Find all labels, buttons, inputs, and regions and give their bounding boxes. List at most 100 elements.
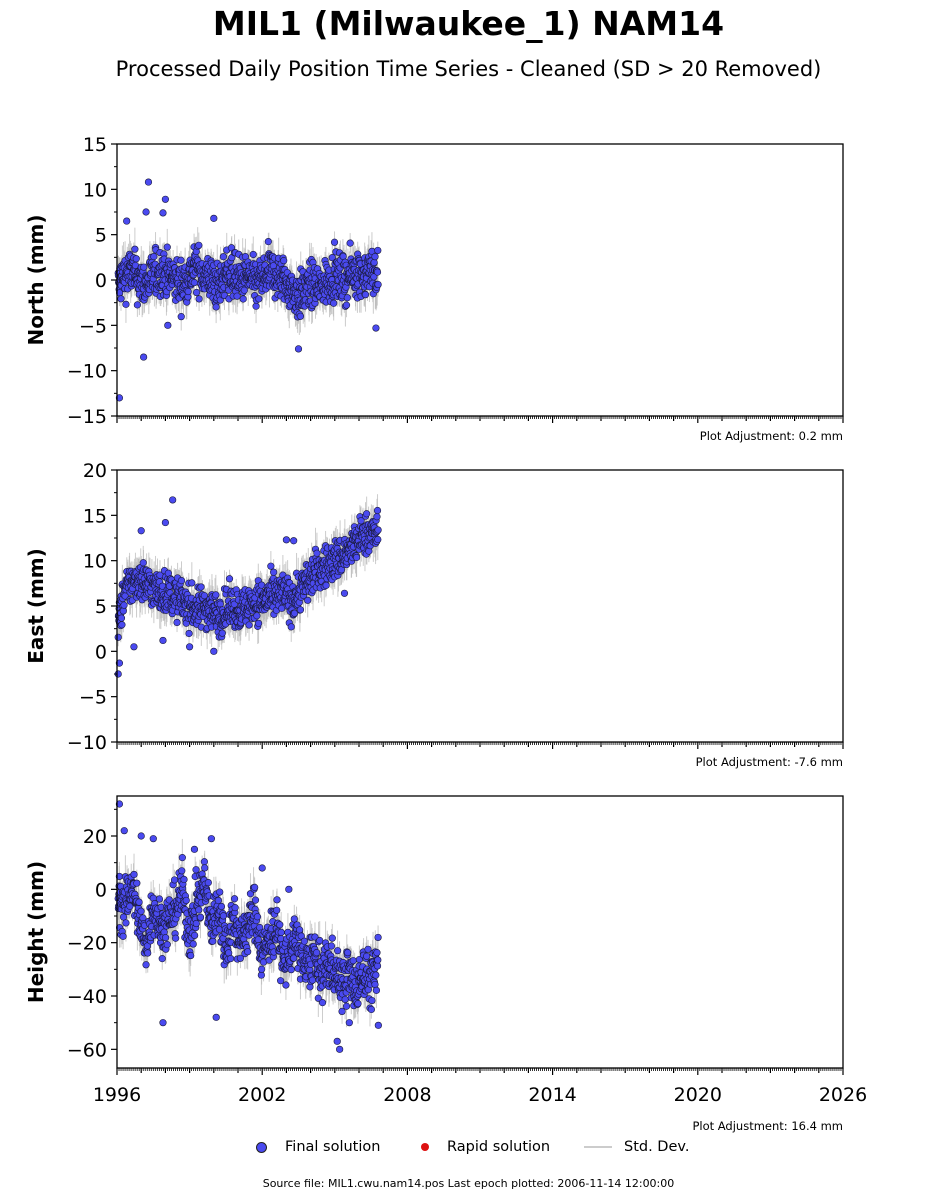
final-solution-point xyxy=(296,312,305,320)
final-solution-point xyxy=(253,612,261,620)
y-tick-label: 10 xyxy=(83,551,107,573)
final-solution-point xyxy=(233,292,241,300)
final-solution-point xyxy=(267,562,275,570)
outlier-point xyxy=(142,208,150,216)
final-solution-point xyxy=(239,295,247,303)
final-solution-point xyxy=(240,286,248,294)
final-solution-point xyxy=(371,253,379,261)
final-solution-point xyxy=(197,583,205,591)
y-tick-label: 0 xyxy=(95,270,107,292)
outlier-point xyxy=(137,527,145,535)
y-tick-label: −5 xyxy=(79,315,107,337)
final-solution-point xyxy=(374,280,382,289)
final-solution-point xyxy=(225,575,234,583)
outlier-point xyxy=(130,643,138,651)
final-solution-point xyxy=(304,596,312,604)
final-solution-point xyxy=(219,253,227,261)
y-tick-label: 5 xyxy=(95,596,107,618)
final-solution-point xyxy=(185,629,193,638)
outlier-point xyxy=(159,636,167,645)
final-solution-point xyxy=(192,288,201,297)
plot-adjustment-label: Plot Adjustment: -7.6 mm xyxy=(696,755,843,769)
final-solution-point xyxy=(177,313,185,321)
final-solution-point xyxy=(118,621,126,629)
outlier-point xyxy=(186,643,194,651)
final-solution-point xyxy=(139,559,147,567)
outlier-point xyxy=(161,518,169,527)
outlier-point xyxy=(164,321,172,329)
y-tick-label: −10 xyxy=(67,361,107,383)
final-solution-point xyxy=(120,601,128,609)
panel-0: −15 −10 −5 0 5 10 15 North (mm) Plot Adjustment:… xyxy=(24,134,844,443)
final-solution-point xyxy=(245,621,253,629)
final-solution-point xyxy=(212,591,220,599)
final-solution-point xyxy=(270,568,278,576)
final-solution-point xyxy=(296,606,305,614)
outlier-point xyxy=(210,647,218,655)
final-solution-point xyxy=(264,237,272,246)
final-solution-point xyxy=(195,241,203,249)
final-solution-point xyxy=(287,623,295,631)
outlier-point xyxy=(294,345,303,353)
y-tick-label: −15 xyxy=(67,406,107,428)
final-solution-point xyxy=(163,243,171,251)
final-solution-point xyxy=(313,549,321,557)
y-tick-label: −10 xyxy=(67,732,107,754)
outlier-point xyxy=(161,195,169,203)
y-axis-label: East (mm) xyxy=(24,548,48,664)
final-solution-point xyxy=(255,295,263,303)
final-solution-point xyxy=(173,618,181,627)
final-solution-point xyxy=(322,581,330,589)
y-tick-label: 10 xyxy=(83,179,107,201)
final-solution-point xyxy=(342,301,351,309)
final-solution-point xyxy=(328,254,336,262)
final-solution-point xyxy=(195,295,203,303)
final-solution-point xyxy=(373,513,381,521)
outlier-point xyxy=(282,536,291,544)
outlier-point xyxy=(340,589,349,597)
final-solution-point xyxy=(177,576,186,585)
outlier-point xyxy=(144,178,153,186)
final-solution-point xyxy=(363,510,371,518)
y-tick-label: 0 xyxy=(95,641,107,663)
final-solution-point xyxy=(140,263,148,271)
y-tick-label: 5 xyxy=(95,225,107,247)
outlier-point xyxy=(210,214,218,222)
final-solution-point xyxy=(280,257,288,265)
final-solution-point xyxy=(218,629,226,637)
chart-subtitle: Processed Daily Position Time Series - C… xyxy=(115,57,822,81)
outlier-point xyxy=(159,209,167,217)
final-solution-point xyxy=(132,255,140,263)
final-solution-point xyxy=(184,287,192,296)
y-tick-label: 15 xyxy=(83,134,107,156)
panel-1: −10 −5 0 5 10 15 20 East (mm) Plot Adjustment: -… xyxy=(24,460,844,769)
final-solution-point xyxy=(330,299,338,307)
final-solution-point xyxy=(212,303,220,311)
final-solution-point xyxy=(190,278,198,287)
final-solution-point xyxy=(122,300,130,308)
final-solution-point xyxy=(114,633,122,641)
final-solution-point xyxy=(188,579,196,587)
final-solution-point xyxy=(249,250,257,259)
final-solution-point xyxy=(374,246,382,255)
final-solution-point xyxy=(373,268,382,276)
final-solution-point xyxy=(352,553,361,562)
final-solution-point xyxy=(150,253,158,261)
final-solution-point xyxy=(177,256,185,264)
final-solution-point xyxy=(346,239,354,247)
chart-title: MIL1 (Milwaukee_1) NAM14 xyxy=(212,4,725,43)
final-solution-point xyxy=(330,238,339,246)
final-solution-point xyxy=(343,294,351,302)
final-solution-point xyxy=(374,535,382,544)
final-solution-point xyxy=(370,258,378,267)
plot-adjustment-label: Plot Adjustment: 0.2 mm xyxy=(700,429,843,443)
outlier-point xyxy=(169,496,177,504)
panels-group: −15 −10 −5 0 5 10 15 North (mm) Plot Adjustment:… xyxy=(24,134,867,1133)
final-solution-point xyxy=(361,291,370,299)
final-solution-point xyxy=(117,614,126,622)
outlier-point xyxy=(290,537,298,545)
outlier-point xyxy=(140,353,148,361)
final-solution-point xyxy=(374,526,382,534)
